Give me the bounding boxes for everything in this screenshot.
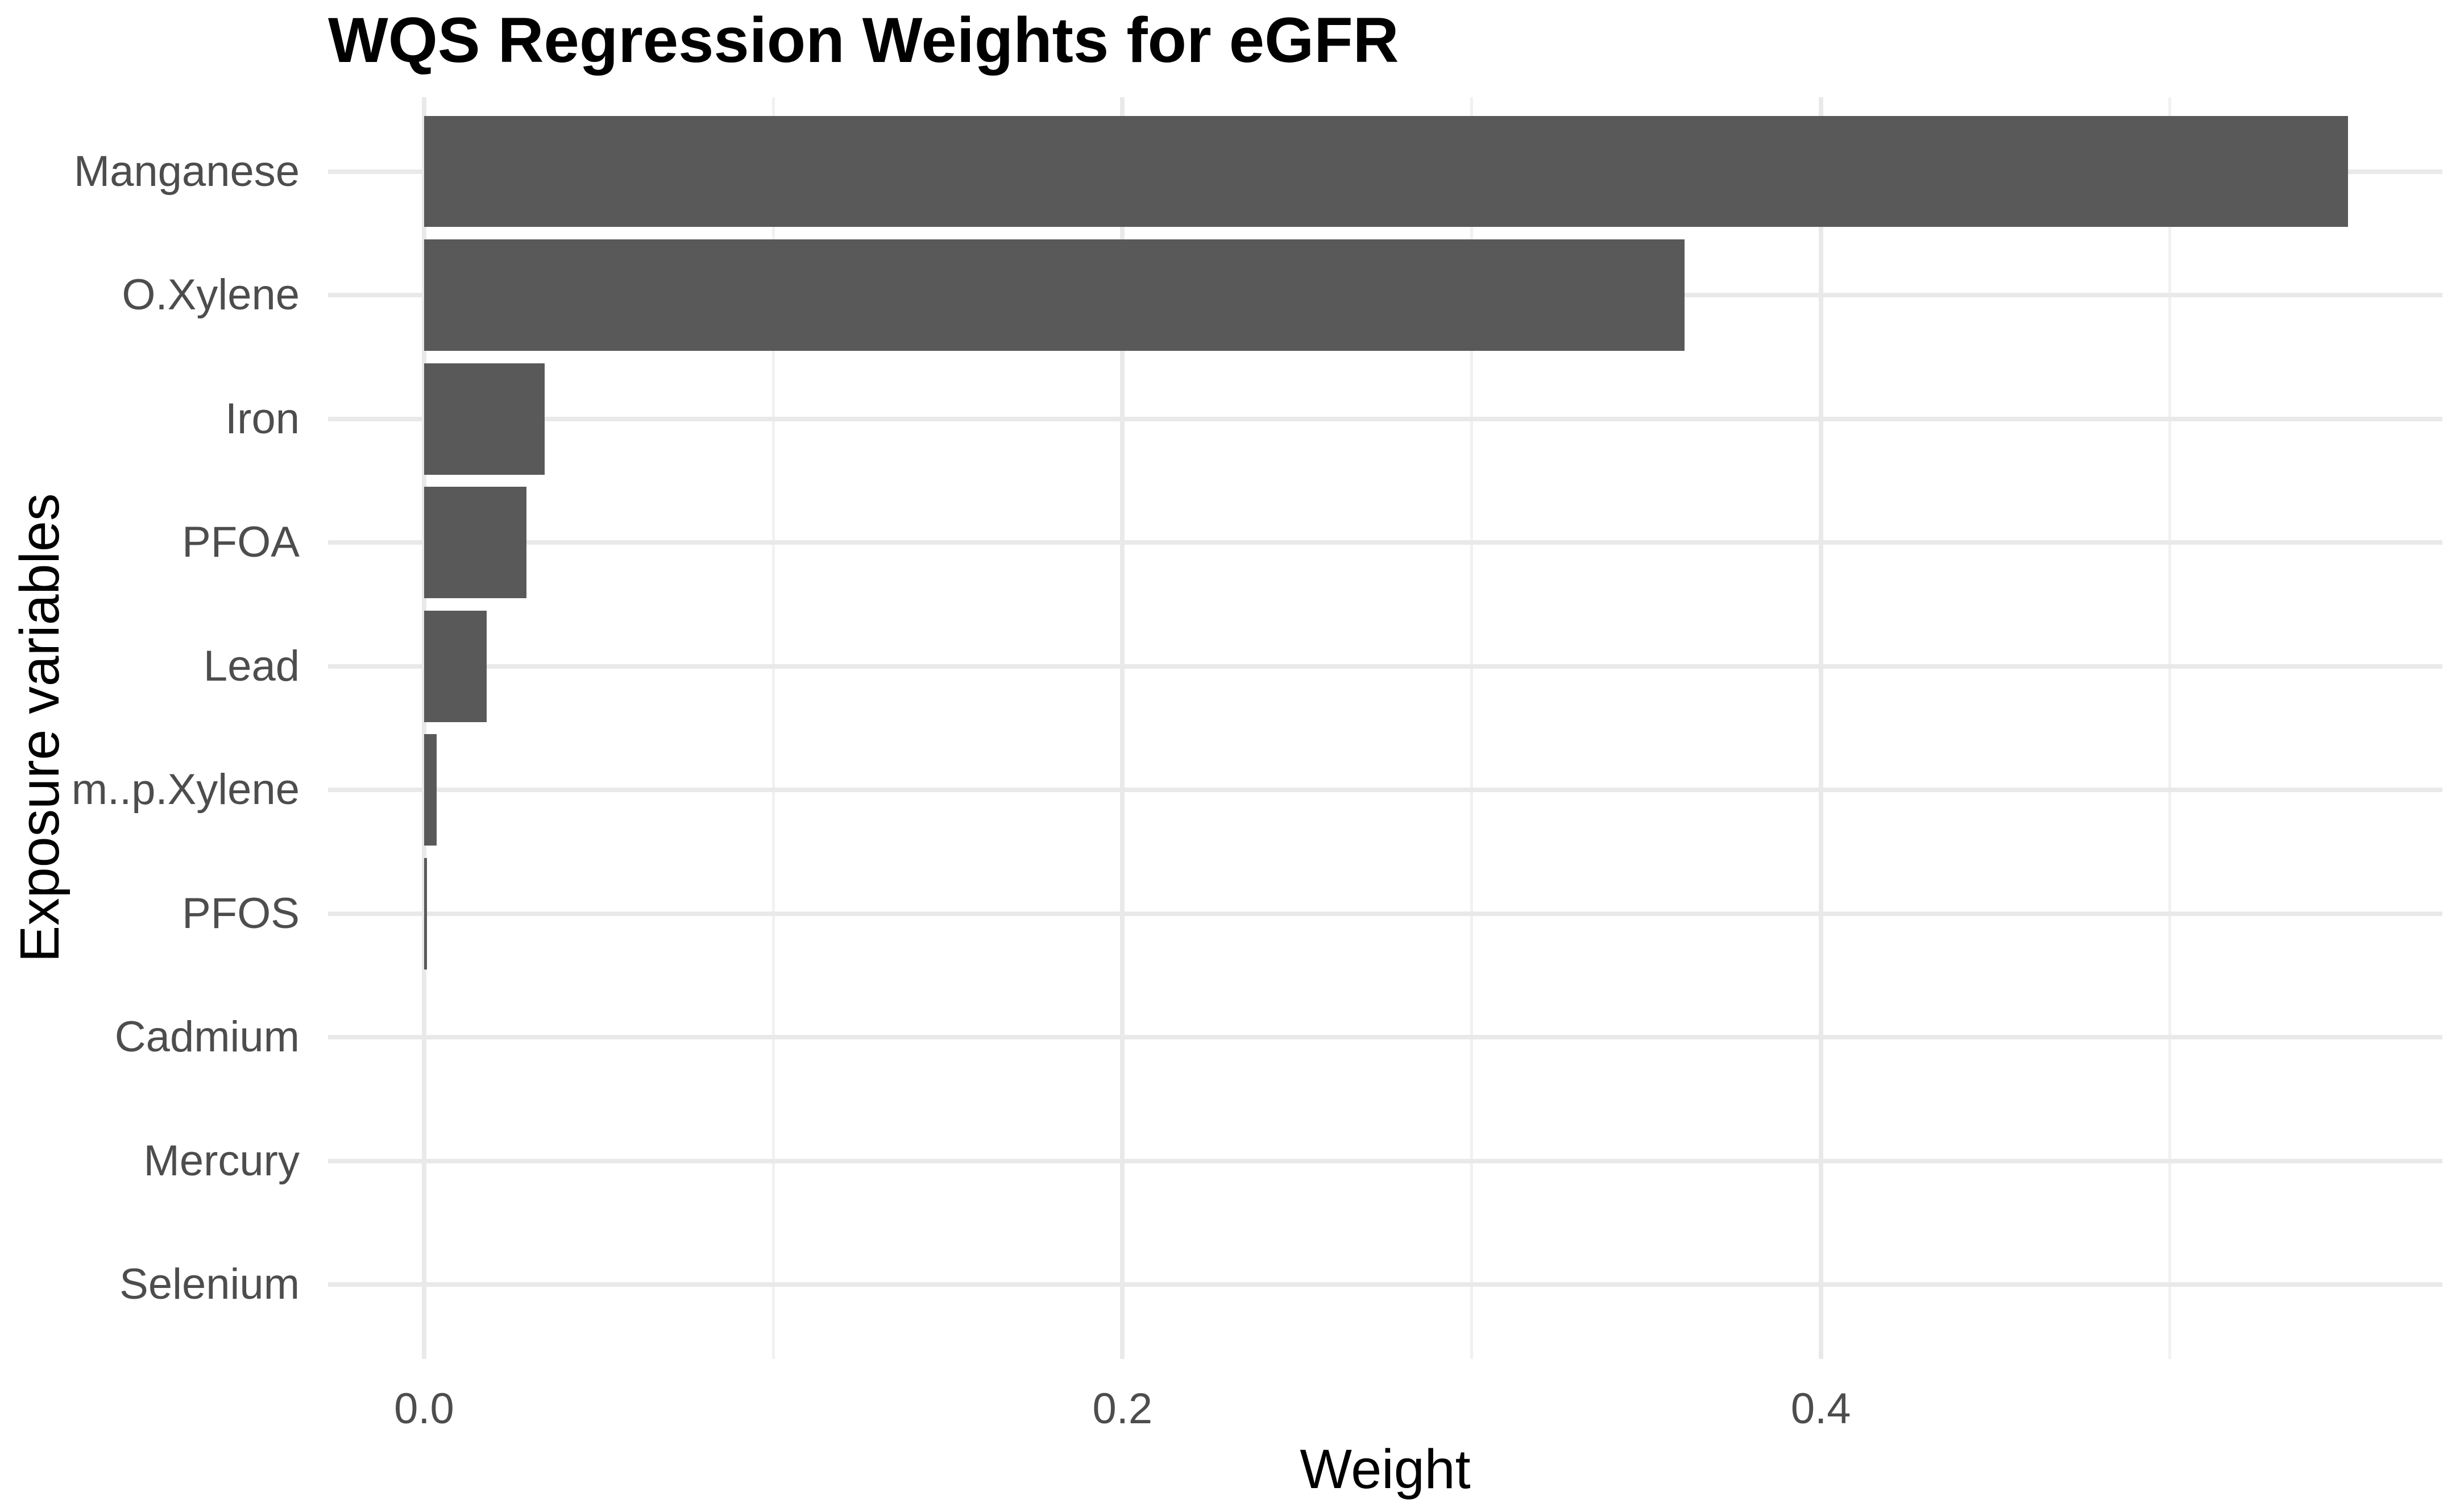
y-tick-label-lead: Lead [203, 641, 300, 690]
y-tick-label-iron: Iron [225, 394, 300, 443]
bar-iron [424, 363, 545, 475]
gridline-y-iron [328, 416, 2442, 421]
y-tick-label-o-xylene: O.Xylene [122, 271, 300, 320]
y-tick-label-selenium: Selenium [119, 1260, 300, 1309]
gridline-x-major-0.4 [1818, 97, 1823, 1359]
y-tick-label-manganese: Manganese [73, 147, 300, 196]
y-tick-label-mercury: Mercury [143, 1136, 300, 1185]
gridline-x-minor-0.1 [771, 97, 775, 1359]
gridline-y-mercury [328, 1158, 2442, 1163]
gridline-x-minor-0.3 [1470, 97, 1473, 1359]
y-tick-label-pfoa: PFOA [182, 518, 300, 567]
bar-pfoa [424, 487, 526, 599]
x-tick-label-0.0: 0.0 [394, 1385, 454, 1433]
gridline-x-minor-0.5 [2168, 97, 2172, 1359]
gridline-x-major-0.2 [1120, 97, 1125, 1359]
gridline-y-cadmium [328, 1035, 2442, 1040]
gridline-x-major-0.0 [421, 97, 426, 1359]
gridline-y-lead [328, 664, 2442, 669]
plot-panel [328, 97, 2442, 1359]
bar-lead [424, 610, 487, 722]
bar-m-p-xylene [424, 734, 437, 846]
chart-title: WQS Regression Weights for eGFR [328, 5, 1399, 76]
y-tick-label-cadmium: Cadmium [114, 1013, 300, 1062]
x-tick-label-0.2: 0.2 [1092, 1385, 1153, 1433]
y-tick-label-m-p-xylene: m..p.Xylene [71, 765, 300, 814]
gridline-y-selenium [328, 1282, 2442, 1287]
x-tick-label-0.4: 0.4 [1790, 1385, 1851, 1433]
x-axis-title: Weight [1300, 1438, 1471, 1500]
y-tick-label-pfos: PFOS [182, 889, 300, 938]
gridline-y-pfos [328, 911, 2442, 916]
bar-manganese [424, 115, 2349, 227]
gridline-y-m-p-xylene [328, 788, 2442, 793]
gridline-y-pfoa [328, 540, 2442, 545]
bar-pfos [424, 857, 427, 969]
bar-o-xylene [424, 239, 1685, 351]
